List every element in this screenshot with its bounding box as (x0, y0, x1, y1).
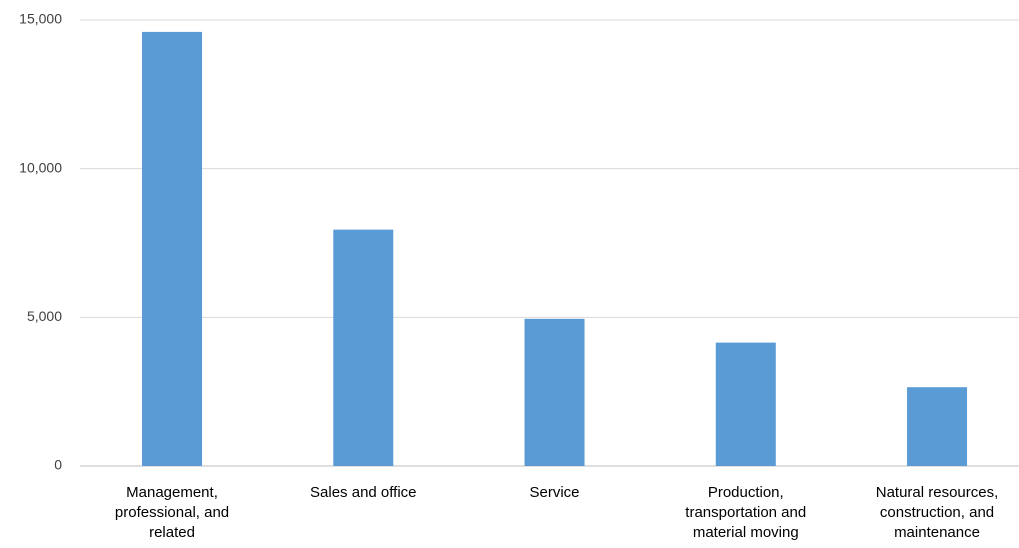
bar (142, 31, 203, 466)
x-tick-label: Production, transportation and material … (685, 484, 807, 541)
bar (333, 229, 394, 466)
y-tick-label: 10,000 (19, 159, 62, 175)
bar (907, 387, 968, 466)
y-tick-label: 5,000 (27, 308, 62, 324)
bar (715, 342, 776, 466)
y-tick-label: 15,000 (19, 11, 62, 27)
bar (524, 318, 585, 466)
x-tick-label: Sales and office (310, 484, 417, 501)
x-tick-label: Service (529, 484, 580, 501)
x-tick-label: Natural resources, construction, and mai… (875, 484, 999, 541)
y-tick-label: 0 (54, 457, 62, 473)
x-tick-label: Management, professional, and related (114, 484, 230, 541)
